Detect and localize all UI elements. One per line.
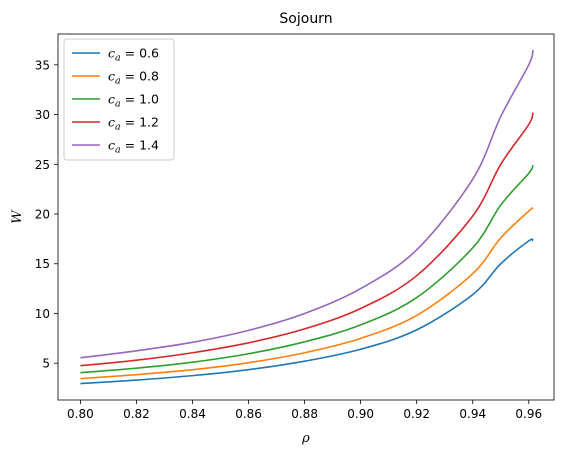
series-line (80, 164, 534, 374)
legend-entry: ca = 1.0 (72, 92, 159, 110)
series-line (80, 112, 534, 367)
y-axis-label: W (10, 209, 25, 224)
legend-label: ca = 0.6 (108, 46, 159, 64)
y-tick-label: 15 (35, 257, 50, 271)
x-tick-label: 0.88 (291, 407, 318, 421)
y-tick-label: 20 (35, 208, 50, 222)
legend-label: ca = 1.0 (108, 92, 159, 110)
x-axis-ticks: 0.80 0.82 0.84 0.86 0.88 0.90 0.92 0.94 0.96 (67, 400, 542, 421)
y-tick-label: 5 (42, 357, 50, 371)
plot-frame (57, 33, 555, 401)
legend-label: ca = 1.2 (108, 115, 159, 133)
x-tick-label: 0.82 (123, 407, 150, 421)
y-axis-ticks: 5 10 15 20 25 30 35 (35, 58, 58, 371)
legend-entry: ca = 0.8 (72, 69, 159, 87)
x-tick-label: 0.90 (347, 407, 374, 421)
chart-title: Sojourn (279, 11, 332, 27)
x-tick-label: 0.92 (403, 407, 430, 421)
legend: ca = 0.6 ca = 0.8 ca = 1.0 ca = 1.2 ca = 1.4 (63, 38, 175, 161)
y-tick-label: 10 (35, 307, 50, 321)
x-axis-label: ρ (301, 431, 310, 446)
legend-label: ca = 0.8 (108, 69, 159, 87)
legend-entry: ca = 0.6 (72, 46, 159, 64)
x-tick-label: 0.84 (179, 407, 206, 421)
x-tick-label: 0.94 (459, 407, 486, 421)
legend-box (63, 38, 175, 161)
legend-entry: ca = 1.2 (72, 115, 159, 133)
y-tick-label: 25 (35, 158, 50, 172)
legend-label: ca = 1.4 (108, 138, 159, 156)
y-tick-label: 30 (35, 108, 50, 122)
series-line (80, 49, 534, 359)
series-lines (80, 49, 534, 385)
y-tick-label: 35 (35, 58, 50, 72)
x-tick-label: 0.96 (515, 407, 542, 421)
x-tick-label: 0.86 (235, 407, 262, 421)
legend-entry: ca = 1.4 (72, 138, 159, 156)
x-tick-label: 0.80 (67, 407, 94, 421)
series-line (80, 238, 534, 385)
series-line (80, 207, 534, 380)
